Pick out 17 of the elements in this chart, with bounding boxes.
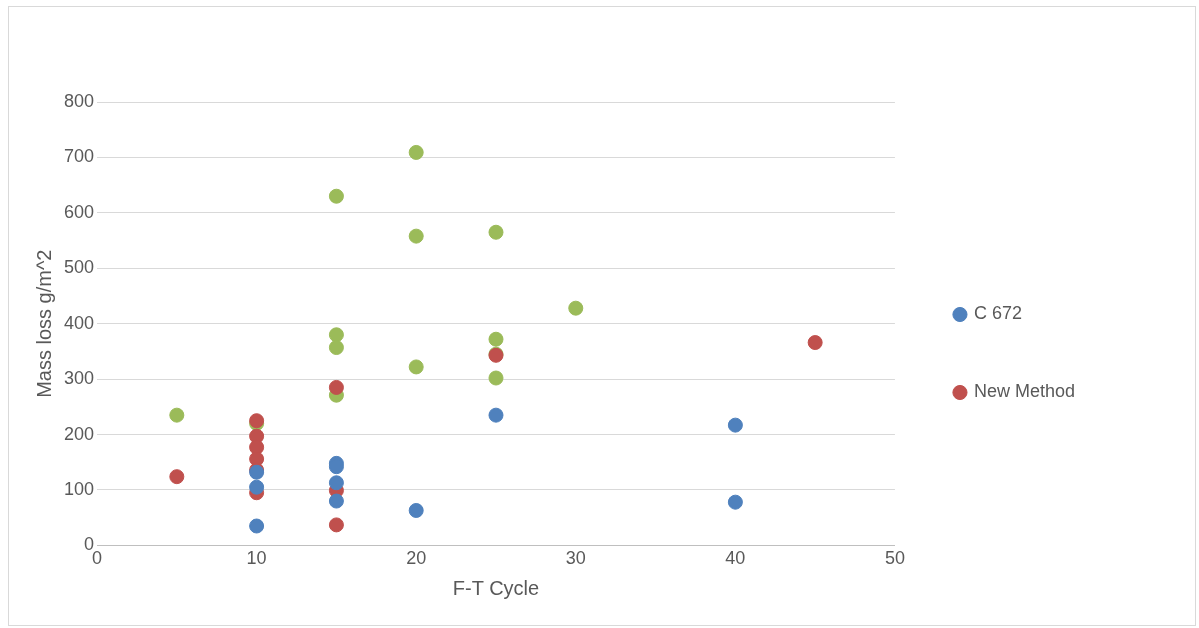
x-tick-label: 50: [884, 548, 905, 569]
legend-label: C 672: [973, 303, 1022, 324]
x-tick-label: 30: [565, 548, 586, 569]
y-tick-label: 700: [63, 146, 95, 167]
x-tick-label: 10: [246, 548, 267, 569]
x-tick-label: 40: [725, 548, 746, 569]
x-axis-title: F-T Cycle: [452, 576, 540, 599]
y-tick-label: 100: [63, 478, 95, 499]
y-tick-label: 600: [63, 201, 95, 222]
y-tick-label: 400: [63, 312, 95, 333]
x-tick-label: 20: [406, 548, 427, 569]
y-tick-label: 200: [63, 423, 95, 444]
y-tick-label: 300: [63, 368, 95, 389]
y-axis-title: Mass loss g/m^2: [32, 249, 55, 398]
y-tick-label: 500: [63, 257, 95, 278]
y-tick-label: 800: [63, 90, 95, 111]
legend-label: New Method: [973, 381, 1076, 402]
